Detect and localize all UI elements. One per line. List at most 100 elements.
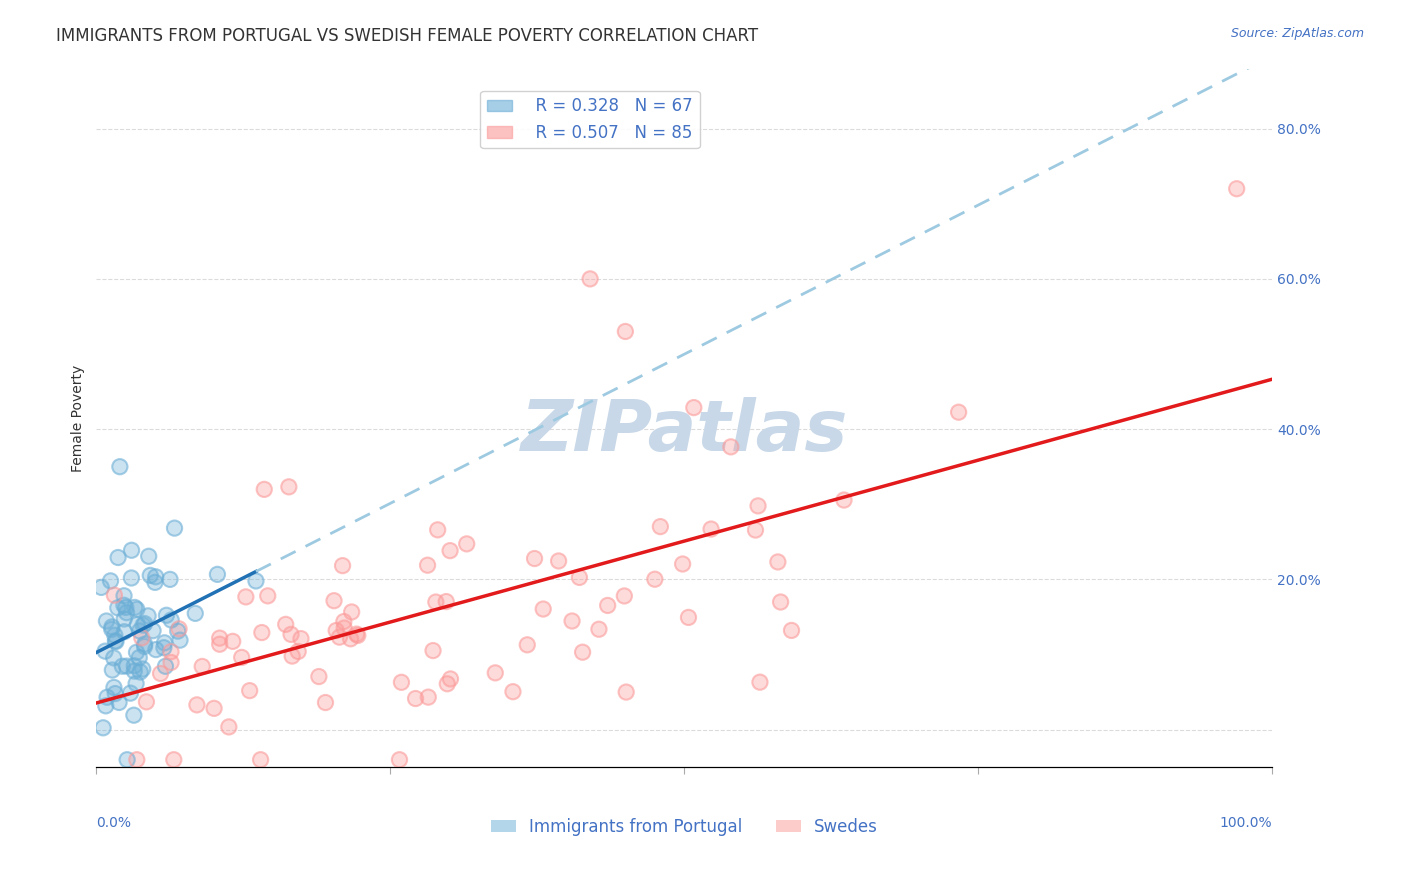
- Point: [287, 644, 309, 658]
- Point: [100, 623, 122, 637]
- Point: [143, 575, 166, 590]
- Point: [678, 610, 700, 624]
- Point: [155, 608, 177, 623]
- Point: [107, 600, 129, 615]
- Point: [107, 550, 129, 565]
- Point: [434, 594, 457, 608]
- Point: [780, 624, 803, 638]
- Point: [339, 632, 361, 646]
- Point: [208, 631, 231, 645]
- Point: [416, 558, 439, 573]
- Point: [456, 537, 478, 551]
- Point: [191, 659, 214, 673]
- Point: [948, 405, 970, 419]
- Point: [571, 645, 593, 659]
- Point: [596, 599, 619, 613]
- Point: [155, 659, 177, 673]
- Point: [103, 650, 125, 665]
- Point: [439, 543, 461, 558]
- Point: [124, 664, 146, 678]
- Point: [128, 650, 150, 665]
- Point: [614, 325, 637, 339]
- Point: [127, 617, 149, 632]
- Point: [143, 575, 166, 590]
- Point: [418, 690, 440, 705]
- Point: [142, 624, 165, 638]
- Point: [614, 685, 637, 699]
- Point: [672, 557, 695, 571]
- Point: [124, 600, 146, 615]
- Point: [96, 690, 118, 705]
- Point: [208, 637, 231, 651]
- Point: [153, 640, 176, 655]
- Point: [502, 684, 524, 698]
- Point: [700, 522, 723, 536]
- Point: [100, 623, 122, 637]
- Point: [588, 622, 610, 636]
- Point: [439, 672, 461, 686]
- Point: [125, 602, 148, 616]
- Point: [115, 606, 138, 620]
- Point: [340, 605, 363, 619]
- Point: [91, 721, 114, 735]
- Point: [426, 523, 449, 537]
- Point: [96, 614, 118, 628]
- Point: [328, 630, 350, 644]
- Point: [163, 753, 186, 767]
- Point: [138, 549, 160, 564]
- Point: [314, 696, 336, 710]
- Point: [166, 624, 188, 639]
- Point: [96, 614, 118, 628]
- Point: [139, 568, 162, 582]
- Point: [101, 620, 124, 634]
- Point: [120, 686, 142, 700]
- Point: [325, 624, 347, 638]
- Point: [700, 522, 723, 536]
- Point: [484, 665, 506, 680]
- Point: [561, 614, 583, 628]
- Point: [104, 628, 127, 642]
- Point: [650, 519, 672, 533]
- Point: [167, 622, 190, 636]
- Point: [277, 480, 299, 494]
- Point: [274, 617, 297, 632]
- Point: [124, 600, 146, 615]
- Point: [103, 650, 125, 665]
- Point: [405, 691, 427, 706]
- Point: [391, 675, 413, 690]
- Point: [112, 599, 135, 613]
- Point: [231, 650, 253, 665]
- Point: [149, 666, 172, 681]
- Point: [121, 543, 143, 558]
- Text: IMMIGRANTS FROM PORTUGAL VS SWEDISH FEMALE POVERTY CORRELATION CHART: IMMIGRANTS FROM PORTUGAL VS SWEDISH FEMA…: [56, 27, 758, 45]
- Point: [388, 753, 411, 767]
- Point: [1226, 182, 1249, 196]
- Point: [103, 588, 125, 602]
- Text: Source: ZipAtlas.com: Source: ZipAtlas.com: [1230, 27, 1364, 40]
- Point: [160, 613, 183, 627]
- Point: [94, 644, 117, 658]
- Point: [484, 665, 506, 680]
- Point: [832, 493, 855, 508]
- Point: [256, 589, 278, 603]
- Point: [780, 624, 803, 638]
- Point: [425, 595, 447, 609]
- Point: [769, 595, 792, 609]
- Point: [134, 616, 156, 631]
- Point: [114, 600, 136, 615]
- Point: [112, 624, 135, 639]
- Point: [103, 588, 125, 602]
- Point: [744, 523, 766, 537]
- Point: [125, 645, 148, 659]
- Point: [153, 636, 176, 650]
- Point: [112, 589, 135, 603]
- Point: [122, 708, 145, 723]
- Point: [163, 521, 186, 535]
- Point: [160, 656, 183, 670]
- Point: [436, 677, 458, 691]
- Point: [202, 701, 225, 715]
- Point: [561, 614, 583, 628]
- Point: [120, 686, 142, 700]
- Point: [346, 628, 368, 642]
- Point: [94, 698, 117, 713]
